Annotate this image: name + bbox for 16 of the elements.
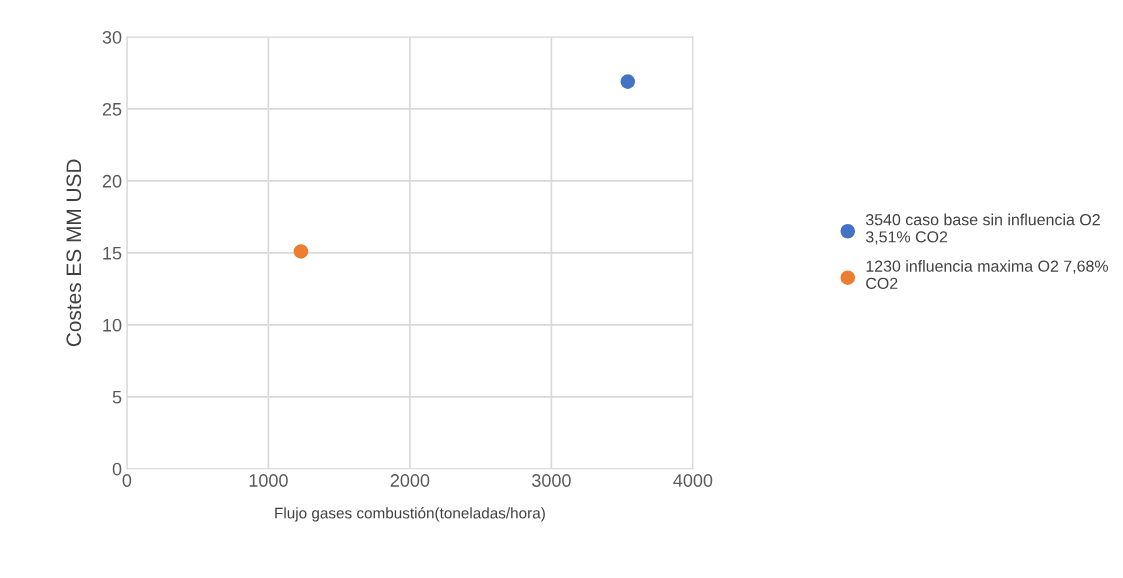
y-tick-label: 15	[103, 247, 122, 260]
y-tick-label: 0	[112, 462, 122, 476]
y-tick-label: 5	[112, 390, 122, 404]
x-axis-title: Flujo gases combustión(toneladas/hora)	[275, 507, 545, 522]
y-tick-label: 30	[102, 30, 122, 44]
x-tick-label: 3000	[532, 474, 571, 487]
legend-label: 1230 influencia maxima O2 7,68% CO2	[866, 260, 1109, 289]
y-axis-title: Costes ES MM USD	[66, 159, 82, 347]
x-tick-label: 4000	[673, 474, 713, 487]
y-tick-label: 25	[102, 102, 122, 116]
y-tick-label: 20	[102, 174, 122, 188]
x-tick-label: 0	[122, 474, 132, 487]
legend-label: 3540 caso base sin influencia O2 3,51% CO2	[865, 213, 1100, 245]
x-tick-label: 1000	[249, 474, 288, 487]
y-tick-label: 10	[103, 318, 122, 332]
x-tick-label: 2000	[390, 474, 430, 487]
